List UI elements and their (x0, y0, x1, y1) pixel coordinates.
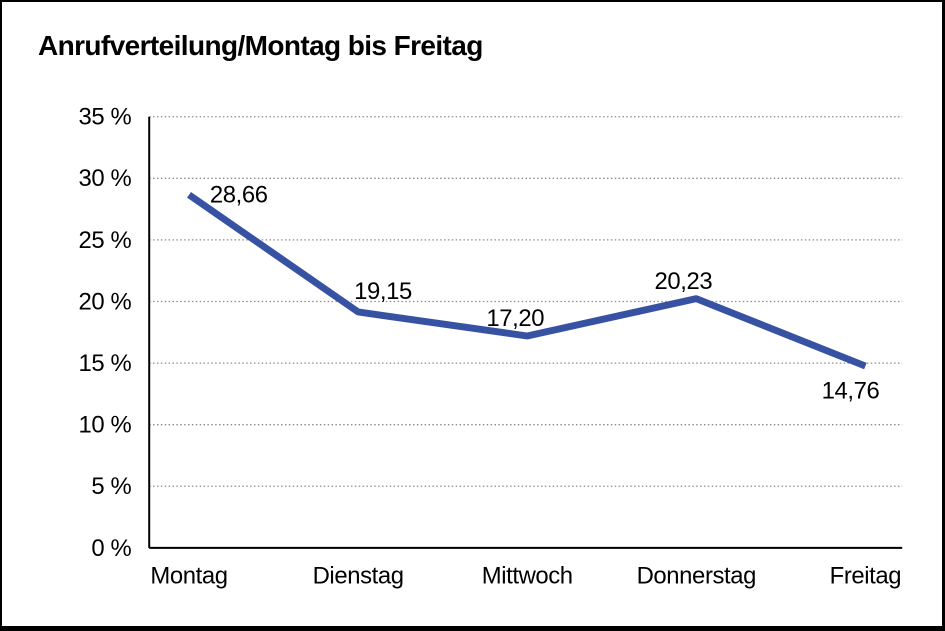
data-point-label: 20,23 (655, 268, 713, 295)
data-point-label: 14,76 (822, 378, 880, 405)
y-tick-label: 30 % (79, 165, 132, 192)
x-category-label: Dienstag (313, 563, 404, 590)
y-tick-label: 20 % (79, 288, 132, 315)
x-category-label: Montag (150, 563, 227, 590)
data-point-label: 28,66 (210, 182, 268, 209)
y-tick-label: 35 % (79, 104, 132, 131)
chart-title: Anrufverteilung/Montag bis Freitag (38, 30, 483, 61)
data-point-label: 17,20 (486, 305, 544, 332)
x-category-label: Freitag (830, 563, 902, 590)
y-tick-label: 0 % (91, 535, 131, 562)
y-tick-label: 5 % (91, 473, 131, 500)
data-point-label: 19,15 (354, 278, 412, 305)
x-category-label: Donnerstag (637, 563, 756, 590)
y-tick-label: 15 % (79, 350, 132, 377)
data-line (187, 191, 867, 370)
x-category-label: Mittwoch (482, 563, 573, 590)
y-tick-label: 10 % (79, 412, 132, 439)
y-tick-label: 25 % (79, 227, 132, 254)
